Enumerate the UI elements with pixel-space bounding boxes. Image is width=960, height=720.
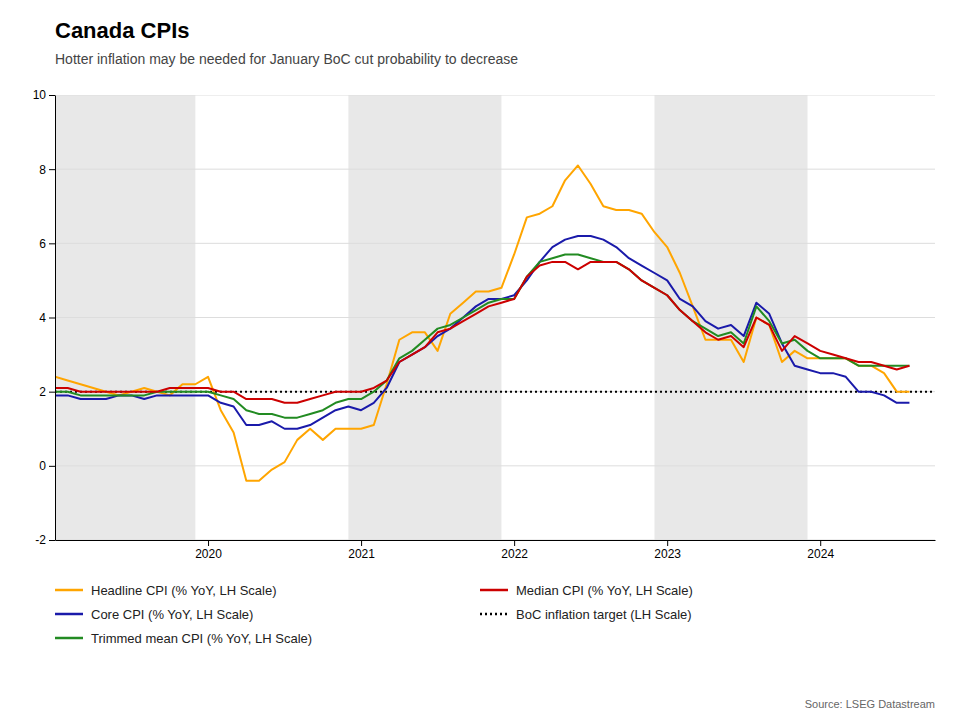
legend-label: Trimmed mean CPI (% YoY, LH Scale) bbox=[91, 631, 312, 646]
legend-label: Headline CPI (% YoY, LH Scale) bbox=[91, 583, 276, 598]
y-tick: 2 bbox=[39, 385, 55, 399]
x-tick: 2022 bbox=[501, 540, 528, 561]
legend-item: Core CPI (% YoY, LH Scale) bbox=[55, 607, 253, 622]
y-tick-mark bbox=[49, 540, 55, 541]
legend-label: Median CPI (% YoY, LH Scale) bbox=[516, 583, 693, 598]
y-tick-label: 2 bbox=[39, 385, 46, 399]
x-tick-mark bbox=[361, 540, 362, 546]
x-tick: 2024 bbox=[807, 540, 834, 561]
y-axis-line bbox=[55, 96, 56, 541]
y-tick: 10 bbox=[33, 88, 55, 102]
x-tick-label: 2023 bbox=[654, 547, 681, 561]
legend-label: BoC inflation target (LH Scale) bbox=[516, 607, 692, 622]
y-tick: -2 bbox=[35, 533, 55, 547]
series-line bbox=[55, 254, 909, 417]
legend-label: Core CPI (% YoY, LH Scale) bbox=[91, 607, 253, 622]
plot-area bbox=[55, 95, 935, 540]
legend-swatch bbox=[55, 637, 83, 640]
y-tick-mark bbox=[49, 466, 55, 467]
y-tick-label: 6 bbox=[39, 237, 46, 251]
x-tick-label: 2022 bbox=[501, 547, 528, 561]
grid-line bbox=[55, 95, 935, 96]
grid-line bbox=[55, 169, 935, 170]
x-tick-mark bbox=[208, 540, 209, 546]
y-tick-mark bbox=[49, 169, 55, 170]
y-tick-mark bbox=[49, 95, 55, 96]
x-tick-mark bbox=[667, 540, 668, 546]
chart: Canada CPIs Hotter inflation may be neede… bbox=[0, 0, 960, 720]
legend-swatch bbox=[55, 613, 83, 616]
x-tick-label: 2024 bbox=[807, 547, 834, 561]
source: Source: LSEG Datastream bbox=[805, 698, 935, 710]
y-tick-label: 0 bbox=[39, 459, 46, 473]
legend-item: BoC inflation target (LH Scale) bbox=[480, 607, 692, 622]
grid-line bbox=[55, 465, 935, 466]
x-axis: 2020 2021 2022 2023 2024 bbox=[56, 540, 936, 561]
y-tick-mark bbox=[49, 243, 55, 244]
series-line bbox=[55, 165, 909, 480]
x-axis-line bbox=[56, 540, 936, 541]
y-tick: 8 bbox=[39, 163, 55, 177]
legend-item: Headline CPI (% YoY, LH Scale) bbox=[55, 583, 276, 598]
x-tick: 2023 bbox=[654, 540, 681, 561]
legend-item: Trimmed mean CPI (% YoY, LH Scale) bbox=[55, 631, 312, 646]
y-tick-label: 8 bbox=[39, 163, 46, 177]
x-tick: 2020 bbox=[195, 540, 222, 561]
grid-line bbox=[55, 243, 935, 244]
x-tick-label: 2020 bbox=[195, 547, 222, 561]
series-line bbox=[55, 262, 909, 403]
x-tick-mark bbox=[820, 540, 821, 546]
y-tick-mark bbox=[49, 392, 55, 393]
subtitle: Hotter inflation may be needed for Janua… bbox=[55, 51, 518, 67]
grid-line bbox=[55, 317, 935, 318]
y-tick-label: 10 bbox=[33, 88, 47, 102]
legend-item: Median CPI (% YoY, LH Scale) bbox=[480, 583, 693, 598]
y-tick: 6 bbox=[39, 237, 55, 251]
legend-swatch bbox=[480, 589, 508, 592]
x-tick-label: 2021 bbox=[348, 547, 375, 561]
y-tick-label: 4 bbox=[39, 311, 46, 325]
y-tick: 0 bbox=[39, 459, 55, 473]
grid bbox=[55, 95, 935, 540]
x-tick: 2021 bbox=[348, 540, 375, 561]
y-tick: 4 bbox=[39, 311, 55, 325]
series-line bbox=[55, 236, 909, 429]
y-tick-mark bbox=[49, 318, 55, 319]
y-tick-label: -2 bbox=[35, 533, 46, 547]
x-tick-mark bbox=[514, 540, 515, 546]
legend: Headline CPI (% YoY, LH Scale) Core CPI (… bbox=[55, 583, 693, 646]
legend-swatch bbox=[480, 613, 508, 616]
legend-swatch bbox=[55, 589, 83, 592]
title: Canada CPIs bbox=[55, 18, 190, 43]
grid-line bbox=[55, 540, 935, 541]
y-axis: -2 0 2 4 6 8 10 bbox=[33, 88, 56, 547]
